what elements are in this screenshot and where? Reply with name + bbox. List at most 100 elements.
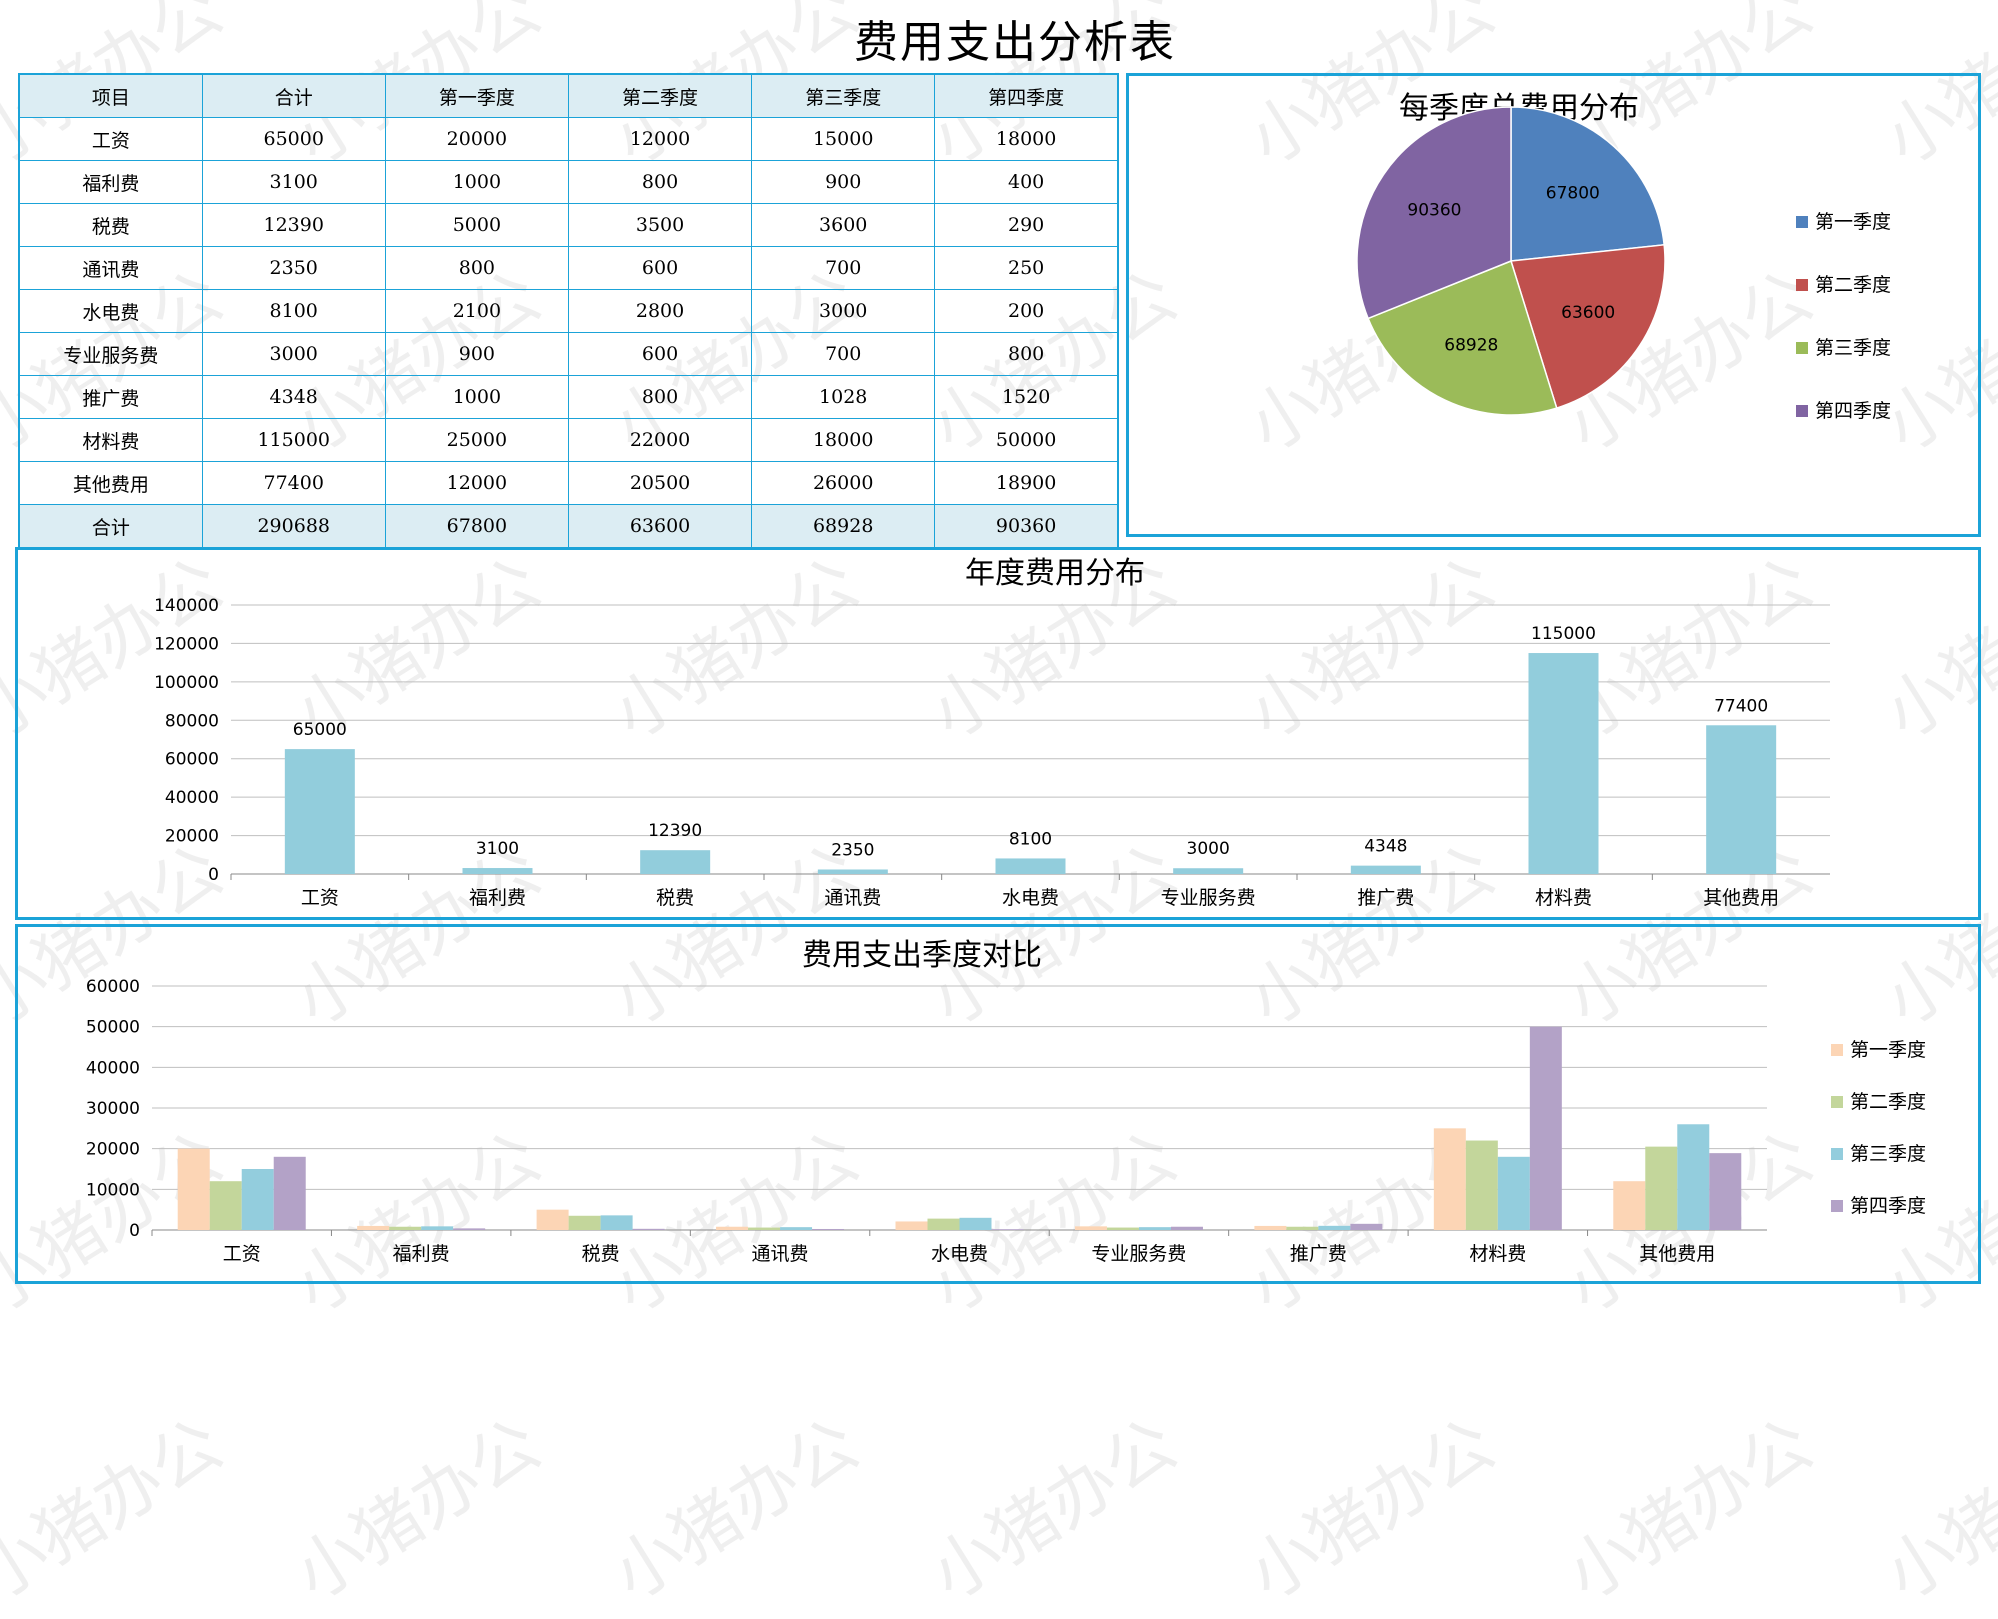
value-cell: 290 — [934, 203, 1119, 247]
y-tick-label: 0 — [208, 865, 219, 885]
value-cell: 800 — [384, 246, 569, 290]
value-cell: 67800 — [384, 504, 569, 549]
bar-data-label: 65000 — [293, 720, 347, 740]
value-cell: 900 — [751, 160, 936, 204]
legend-label: 第三季度 — [1815, 337, 1891, 359]
bar — [995, 858, 1066, 874]
row-label-cell: 通讯费 — [18, 246, 203, 290]
x-tick-label: 专业服务费 — [1161, 887, 1256, 909]
value-cell: 20000 — [384, 117, 569, 161]
watermark-text: 小猪办公 — [599, 1404, 872, 1617]
watermark-text: 小猪办公 — [1235, 1404, 1508, 1617]
legend-label: 第四季度 — [1850, 1195, 1926, 1217]
value-cell: 2350 — [201, 246, 386, 290]
pie-slice — [1510, 106, 1665, 262]
value-cell: 3000 — [751, 289, 936, 333]
row-label-cell: 福利费 — [18, 160, 203, 204]
bar — [568, 1215, 601, 1230]
quarterly-bar-chart: 费用支出季度对比 0 10000 20000 30000 40000 50000 60000 工… — [86, 938, 1926, 1265]
x-tick-label: 水电费 — [931, 1243, 988, 1265]
value-cell: 12000 — [384, 461, 569, 505]
bar — [927, 1218, 960, 1230]
row-label-cell: 推广费 — [18, 375, 203, 419]
table-row: 水电费 8100 2100 2800 3000 200 — [18, 289, 1119, 333]
x-tick-label: 福利费 — [393, 1243, 450, 1265]
bar — [1106, 1227, 1139, 1230]
table-row: 材料费 115000 25000 22000 18000 50000 — [18, 418, 1119, 462]
bar — [453, 1228, 486, 1230]
value-cell: 50000 — [934, 418, 1119, 462]
legend-label: 第二季度 — [1815, 274, 1891, 296]
annual-bar-chart: 年度费用分布 0 20000 40000 60000 80000 100000 120000 1… — [154, 556, 1830, 909]
legend-label: 第二季度 — [1850, 1091, 1926, 1113]
value-cell: 200 — [934, 289, 1119, 333]
x-tick-label: 专业服务费 — [1091, 1243, 1186, 1265]
value-cell: 8100 — [201, 289, 386, 333]
x-tick-label: 水电费 — [1002, 887, 1059, 909]
value-cell: 90360 — [934, 504, 1119, 549]
bar — [1465, 1140, 1498, 1230]
bar — [177, 1148, 210, 1230]
bar — [895, 1221, 928, 1230]
watermark-text: 小猪办公 — [1553, 1404, 1826, 1617]
expense-table: 项目 合计 第一季度 第二季度 第三季度 第四季度 工资 65000 20000 12… — [18, 73, 1119, 549]
legend-swatch — [1796, 216, 1808, 228]
legend-swatch — [1796, 279, 1808, 291]
bar — [273, 1156, 306, 1230]
bar — [640, 850, 711, 874]
x-tick-label: 推广费 — [1290, 1243, 1347, 1265]
bar — [600, 1215, 633, 1230]
value-cell: 18900 — [934, 461, 1119, 505]
row-label-cell: 工资 — [18, 117, 203, 161]
legend-swatch — [1831, 1200, 1843, 1212]
value-cell: 1000 — [384, 375, 569, 419]
table-body: 工资 65000 20000 12000 15000 18000 福利费 3100 1000 80… — [18, 117, 1119, 549]
bar — [462, 868, 533, 874]
value-cell: 12390 — [201, 203, 386, 247]
table-row: 其他费用 77400 12000 20500 26000 18900 — [18, 461, 1119, 505]
value-cell: 12000 — [567, 117, 753, 161]
bar — [1497, 1156, 1530, 1230]
page-title: 费用支出分析表 — [854, 17, 1176, 68]
bar — [241, 1169, 274, 1230]
bar — [1173, 868, 1244, 874]
row-label-cell: 其他费用 — [18, 461, 203, 505]
y-tick-label: 40000 — [86, 1058, 140, 1078]
table-row: 推广费 4348 1000 800 1028 1520 — [18, 375, 1119, 419]
bar — [1529, 1026, 1562, 1230]
value-cell: 63600 — [567, 504, 753, 549]
bar — [812, 1228, 845, 1230]
value-cell: 18000 — [751, 418, 936, 462]
legend-swatch — [1831, 1096, 1843, 1108]
y-tick-label: 50000 — [86, 1018, 140, 1038]
value-cell: 68928 — [751, 504, 936, 549]
bar-data-label: 2350 — [831, 840, 874, 860]
table-row: 福利费 3100 1000 800 900 400 — [18, 160, 1119, 204]
bar-data-label: 8100 — [1009, 829, 1052, 849]
x-tick-label: 材料费 — [1469, 1243, 1526, 1265]
y-tick-label: 0 — [129, 1221, 140, 1241]
legend-label: 第三季度 — [1850, 1143, 1926, 1165]
y-tick-label: 40000 — [165, 788, 219, 808]
bar — [817, 869, 888, 874]
bar-data-label: 3000 — [1187, 839, 1230, 859]
bar-data-label: 4348 — [1364, 837, 1407, 857]
row-label-cell: 专业服务费 — [18, 332, 203, 376]
value-cell: 3000 — [201, 332, 386, 376]
value-cell: 250 — [934, 246, 1119, 290]
value-cell: 400 — [934, 160, 1119, 204]
bar — [1677, 1124, 1710, 1230]
y-tick-label: 10000 — [86, 1180, 140, 1200]
bar-data-label: 12390 — [648, 821, 702, 841]
column-header: 第一季度 — [384, 73, 569, 118]
bar — [1709, 1153, 1742, 1230]
value-cell: 900 — [384, 332, 569, 376]
legend-swatch — [1796, 405, 1808, 417]
pie-data-label: 63600 — [1561, 303, 1615, 323]
value-cell: 700 — [751, 332, 936, 376]
value-cell: 77400 — [201, 461, 386, 505]
bar — [1254, 1225, 1287, 1230]
watermark-text: 小猪办公 — [0, 1404, 236, 1617]
legend-label: 第四季度 — [1815, 400, 1891, 422]
bar — [1613, 1181, 1646, 1230]
